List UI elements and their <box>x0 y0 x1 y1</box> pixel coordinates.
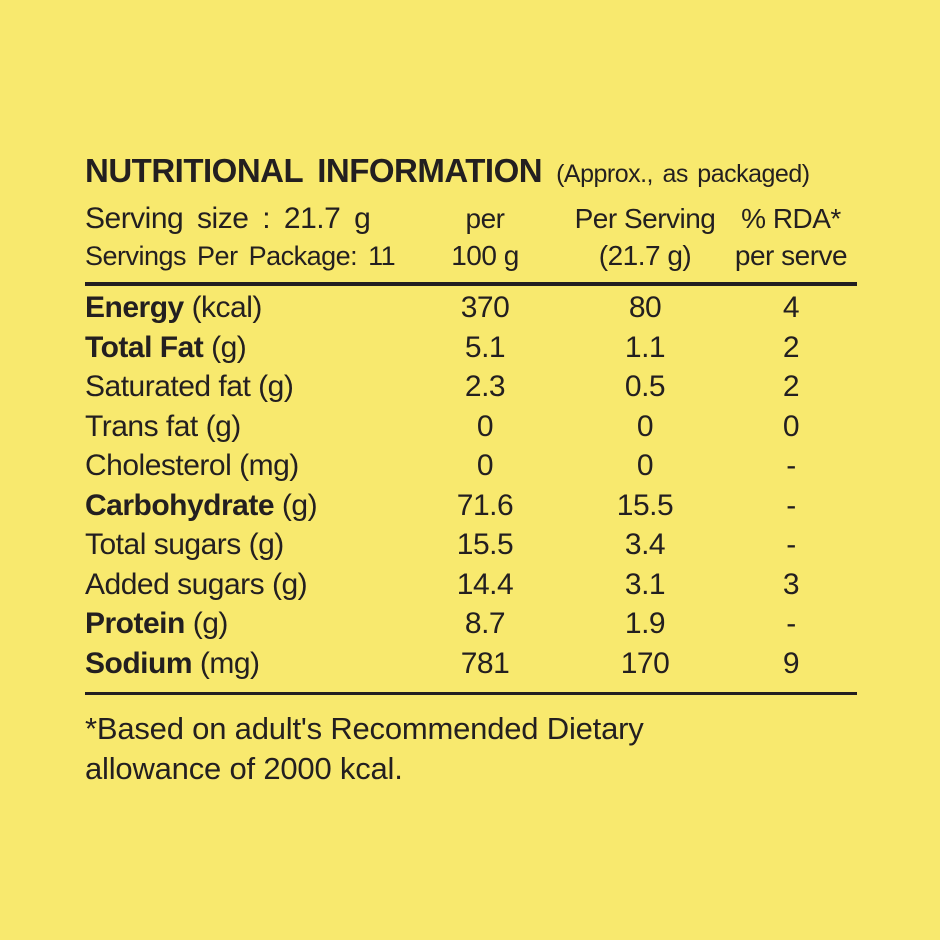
value-rda: - <box>786 607 796 640</box>
value-per-serving: 0.5 <box>624 370 666 403</box>
nutrient-name: Energy <box>85 291 184 324</box>
column-rda-line2: per serve <box>734 240 848 271</box>
serving-size: Serving size : 21.7 g <box>85 202 371 235</box>
value-per-serving: 3.1 <box>624 567 666 601</box>
nutrient-name: Trans fat <box>85 409 198 443</box>
nutrient-unit: (mg) <box>199 646 260 680</box>
servings-per-package: Servings Per Package: 11 <box>85 241 396 271</box>
nutrient-unit: (g) <box>205 409 242 443</box>
nutrient-name: Total sugars <box>85 528 241 561</box>
column-header-row: Serving size : 21.7 g Servings Per Packa… <box>85 200 857 274</box>
value-rda: 9 <box>782 646 800 680</box>
value-rda: - <box>786 488 796 522</box>
table-row-cholesterol: Cholesterol (mg) 0 0 - <box>85 446 857 486</box>
nutrient-unit: (mg) <box>239 449 299 482</box>
table-row-sodium: Sodium (mg) 781 170 9 <box>85 644 857 684</box>
value-rda: 4 <box>782 291 800 324</box>
value-per-100g: 8.7 <box>464 607 506 640</box>
value-per-serving: 0 <box>636 449 654 482</box>
table-row-added-sugars: Added sugars (g) 14.4 3.1 3 <box>85 565 857 605</box>
nutrient-name: Saturated fat <box>85 370 251 403</box>
value-per-100g: 15.5 <box>456 528 514 561</box>
nutrient-unit: (g) <box>281 488 318 522</box>
column-per-serving: Per Serving (21.7 g) <box>565 200 725 274</box>
table-row-total-sugars: Total sugars (g) 15.5 3.4 - <box>85 525 857 565</box>
table-row-carbohydrate: Carbohydrate (g) 71.6 15.5 - <box>85 486 857 526</box>
nutrient-unit: (g) <box>211 330 247 364</box>
value-per-serving: 0 <box>636 409 654 443</box>
nutrient-name: Cholesterol <box>85 449 232 482</box>
value-rda: 2 <box>782 330 800 364</box>
value-rda: 0 <box>782 409 800 443</box>
value-rda: 3 <box>782 567 800 601</box>
value-per-serving: 1.1 <box>624 330 666 364</box>
value-per-100g: 0 <box>476 449 494 482</box>
nutrient-table: Energy (kcal) 370 80 4 Total Fat (g) 5.1… <box>85 288 857 683</box>
header-divider <box>85 282 857 286</box>
rda-footnote-line2: allowance of 2000 kcal. <box>85 751 403 786</box>
nutrient-unit: (g) <box>258 370 294 403</box>
table-row-total-fat: Total Fat (g) 5.1 1.1 2 <box>85 328 857 368</box>
nutrient-unit: (g) <box>192 607 229 640</box>
value-per-100g: 0 <box>476 409 494 443</box>
value-rda: - <box>786 449 796 482</box>
value-rda: - <box>786 528 796 561</box>
column-per-serving-line1: Per Serving <box>574 203 716 234</box>
value-per-100g: 781 <box>460 646 510 680</box>
value-per-serving: 1.9 <box>624 607 666 640</box>
value-per-serving: 15.5 <box>616 488 674 522</box>
value-per-serving: 3.4 <box>624 528 666 561</box>
column-rda-line1: % RDA* <box>741 203 841 234</box>
label-title: NUTRITIONAL INFORMATION <box>85 152 543 189</box>
table-row-energy: Energy (kcal) 370 80 4 <box>85 288 857 328</box>
nutrient-unit: (g) <box>248 528 285 561</box>
label-subtitle: (Approx., as packaged) <box>556 160 810 188</box>
column-per-100g-line1: per <box>465 203 505 234</box>
nutrient-name: Sodium <box>85 646 193 680</box>
nutrient-unit: (kcal) <box>191 291 263 324</box>
nutrient-name: Added sugars <box>85 567 265 601</box>
footer-divider <box>85 692 857 695</box>
value-per-100g: 370 <box>460 291 510 324</box>
column-rda: % RDA* per serve <box>725 200 857 274</box>
nutrition-label: NUTRITIONAL INFORMATION (Approx., as pac… <box>85 152 857 789</box>
nutrient-name: Total Fat <box>85 330 204 364</box>
column-per-100g: per 100 g <box>405 200 565 274</box>
value-per-serving: 170 <box>620 646 670 680</box>
column-per-serving-line2: (21.7 g) <box>598 240 692 271</box>
table-row-trans-fat: Trans fat (g) 0 0 0 <box>85 407 857 447</box>
table-row-protein: Protein (g) 8.7 1.9 - <box>85 604 857 644</box>
nutrient-name: Protein <box>85 607 185 640</box>
table-row-saturated-fat: Saturated fat (g) 2.3 0.5 2 <box>85 367 857 407</box>
value-per-100g: 14.4 <box>456 567 514 601</box>
value-per-100g: 71.6 <box>456 488 514 522</box>
rda-footnote-line1: *Based on adult's Recommended Dietary <box>85 711 644 746</box>
nutrient-unit: (g) <box>271 567 308 601</box>
value-per-100g: 2.3 <box>464 370 506 403</box>
value-per-serving: 80 <box>628 291 662 324</box>
label-header: NUTRITIONAL INFORMATION (Approx., as pac… <box>85 152 857 190</box>
value-per-100g: 5.1 <box>464 330 506 364</box>
rda-footnote: *Based on adult's Recommended Dietary al… <box>85 709 857 789</box>
value-rda: 2 <box>782 370 800 403</box>
column-per-100g-line2: 100 g <box>451 240 519 271</box>
nutrient-name: Carbohydrate <box>85 488 275 522</box>
serving-info: Serving size : 21.7 g Servings Per Packa… <box>85 200 405 274</box>
